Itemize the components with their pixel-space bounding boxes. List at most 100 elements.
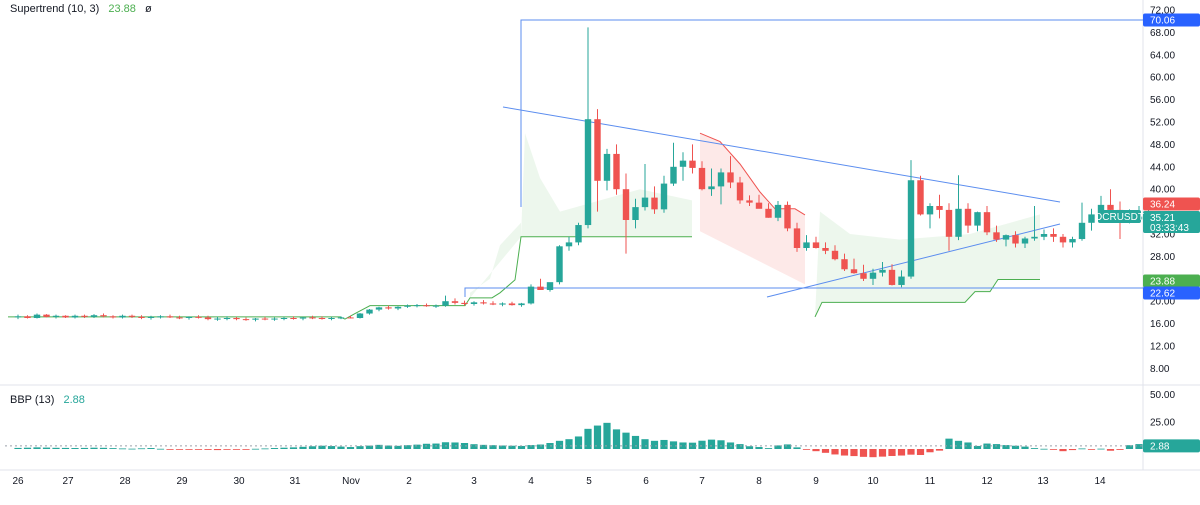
bbp-bar[interactable] <box>289 447 298 449</box>
candle[interactable] <box>185 316 193 320</box>
candle-body[interactable] <box>52 315 60 317</box>
candle[interactable] <box>71 314 79 319</box>
candle-body[interactable] <box>290 318 297 319</box>
candle-body[interactable] <box>622 189 630 220</box>
candle-body[interactable] <box>774 204 782 218</box>
bbp-bar[interactable] <box>850 449 858 457</box>
candle[interactable] <box>195 315 202 319</box>
candle-body[interactable] <box>831 250 839 260</box>
candle[interactable] <box>926 203 934 229</box>
bbp-bar[interactable] <box>812 449 820 452</box>
candle[interactable] <box>518 302 525 307</box>
bbp-bar[interactable] <box>964 442 972 449</box>
bbp-bar[interactable] <box>517 445 526 449</box>
candle-body[interactable] <box>195 316 202 318</box>
candle-body[interactable] <box>489 303 497 305</box>
bbp-bar[interactable] <box>536 444 545 449</box>
candle-body[interactable] <box>546 282 554 290</box>
candle-body[interactable] <box>138 316 145 318</box>
bbp-bar[interactable] <box>717 440 725 449</box>
candle-body[interactable] <box>442 301 449 306</box>
candle[interactable] <box>974 211 981 232</box>
candle-body[interactable] <box>1069 239 1076 243</box>
candle-body[interactable] <box>214 318 221 320</box>
candle-body[interactable] <box>765 208 772 218</box>
candle[interactable] <box>309 315 316 320</box>
bbp-bar[interactable] <box>33 447 41 449</box>
bbp-bar[interactable] <box>194 449 203 450</box>
bbp-legend[interactable]: BBP (13) 2.88 <box>10 394 85 406</box>
candle[interactable] <box>689 144 696 174</box>
candle-body[interactable] <box>898 276 905 285</box>
bbp-bar[interactable] <box>821 449 830 453</box>
resistance-line[interactable] <box>520 19 1143 207</box>
candle[interactable] <box>983 206 991 236</box>
bbp-bar[interactable] <box>555 440 564 449</box>
candle[interactable] <box>318 316 326 320</box>
candle[interactable] <box>480 300 487 305</box>
candle-body[interactable] <box>299 317 307 319</box>
candle-body[interactable] <box>812 242 820 248</box>
candle[interactable] <box>746 195 753 206</box>
bbp-bar[interactable] <box>365 445 374 449</box>
bbp-bar[interactable] <box>242 449 250 450</box>
candle[interactable] <box>632 198 639 229</box>
candle[interactable] <box>708 168 715 196</box>
bbp-bar[interactable] <box>584 428 592 449</box>
candle-body[interactable] <box>1097 204 1105 215</box>
candle-body[interactable] <box>537 286 544 290</box>
bbp-bar[interactable] <box>783 444 792 449</box>
candle[interactable] <box>527 284 535 305</box>
candle-body[interactable] <box>280 318 288 319</box>
candle-body[interactable] <box>309 317 316 319</box>
bbp-bar[interactable] <box>593 425 602 449</box>
candle[interactable] <box>651 186 658 214</box>
candle-body[interactable] <box>518 303 525 306</box>
bbp-bar[interactable] <box>603 422 611 449</box>
bbp-bar[interactable] <box>878 449 887 457</box>
candle-body[interactable] <box>594 119 601 181</box>
bbp-bar[interactable] <box>1049 449 1058 450</box>
candle[interactable] <box>1040 229 1048 241</box>
candle-body[interactable] <box>888 269 896 285</box>
candle-body[interactable] <box>109 316 117 318</box>
candle-body[interactable] <box>527 286 535 304</box>
candle[interactable] <box>993 225 1000 242</box>
candle-body[interactable] <box>62 315 69 318</box>
bbp-bar[interactable] <box>147 448 155 449</box>
candle[interactable] <box>119 314 126 319</box>
candle-body[interactable] <box>708 186 715 190</box>
bbp-bar[interactable] <box>213 449 222 451</box>
bbp-bar[interactable] <box>945 438 953 449</box>
candle[interactable] <box>812 236 820 249</box>
candle-body[interactable] <box>556 246 563 283</box>
candle[interactable] <box>328 316 335 321</box>
candle[interactable] <box>1050 228 1057 242</box>
candle[interactable] <box>679 152 687 181</box>
candle[interactable] <box>537 278 544 290</box>
candle-body[interactable] <box>119 315 126 318</box>
bbp-bar[interactable] <box>669 441 678 449</box>
bbp-bar[interactable] <box>61 447 70 449</box>
candle-body[interactable] <box>917 180 924 215</box>
candle-body[interactable] <box>974 212 981 226</box>
bbp-bar[interactable] <box>973 445 982 449</box>
bbp-bar[interactable] <box>954 440 963 449</box>
candle[interactable] <box>299 316 307 321</box>
candle-body[interactable] <box>252 318 259 320</box>
candle[interactable] <box>784 201 791 232</box>
candle[interactable] <box>622 173 630 254</box>
bbp-bar[interactable] <box>650 440 659 449</box>
candle-body[interactable] <box>499 303 506 305</box>
candle-body[interactable] <box>803 242 810 248</box>
candle-body[interactable] <box>508 303 516 306</box>
candle-body[interactable] <box>1040 234 1048 237</box>
candle[interactable] <box>879 262 886 277</box>
candle-body[interactable] <box>860 273 867 279</box>
candle[interactable] <box>793 222 801 252</box>
bbp-bar[interactable] <box>907 449 915 455</box>
candle[interactable] <box>660 175 668 213</box>
bbp-bar[interactable] <box>926 449 934 453</box>
bbp-bar[interactable] <box>270 448 279 449</box>
bbp-bar[interactable] <box>869 449 877 458</box>
